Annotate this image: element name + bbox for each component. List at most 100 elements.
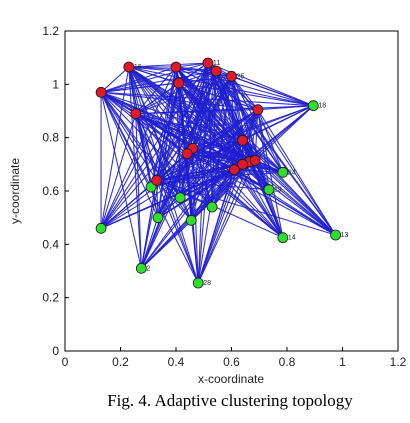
link-edge	[135, 105, 314, 115]
head-node	[210, 65, 222, 77]
node-id-label: 11	[213, 60, 220, 67]
link-edge	[157, 163, 243, 219]
link-edge	[135, 82, 180, 115]
tick-layer: 0 0.2 0.4 0.6 0.8 1 1.2 0 0.2 0.4 0.6 0.8 1 1.2	[42, 24, 406, 369]
member-node	[307, 100, 319, 112]
head-node	[228, 164, 240, 176]
y-tick-label: 0.8	[42, 131, 59, 145]
link-edge	[254, 160, 284, 238]
link-edge	[150, 82, 180, 188]
link-edge	[156, 179, 270, 191]
member-node	[277, 232, 289, 244]
head-node	[252, 104, 264, 116]
link-edge	[135, 113, 158, 181]
link-edge	[207, 62, 213, 208]
member-node	[277, 166, 289, 178]
y-axis-label: y-coordinate	[8, 158, 22, 224]
head-node	[249, 154, 261, 166]
y-tick-label: 1	[52, 77, 59, 91]
link-edge	[156, 179, 284, 239]
link-edge	[156, 171, 283, 181]
link-edge	[140, 159, 256, 269]
head-node	[173, 77, 185, 89]
member-node	[192, 277, 204, 289]
member-node	[152, 212, 164, 224]
link-edge	[156, 105, 314, 181]
link-edge	[100, 163, 243, 229]
link-edge	[140, 109, 259, 269]
link-edge	[178, 82, 259, 111]
y-tick-label: 0.6	[42, 184, 59, 198]
link-edge	[100, 70, 217, 229]
link-edge	[257, 109, 337, 236]
node-id-label: 19	[274, 187, 282, 194]
head-node	[123, 61, 135, 73]
link-edge	[231, 75, 314, 107]
figure-caption: Fig. 4. Adaptive clustering topology	[107, 391, 353, 410]
node-id-label: 18	[318, 103, 326, 110]
link-edge	[231, 76, 337, 236]
link-edge	[178, 82, 194, 149]
link-edge	[100, 66, 130, 93]
link-edge	[254, 105, 314, 161]
head-node	[95, 86, 107, 98]
member-node	[135, 262, 147, 274]
link-edge	[242, 163, 270, 191]
node-id-label: 14	[288, 235, 296, 242]
y-tick-label: 1.2	[42, 24, 59, 38]
y-tick-label: 0.2	[42, 291, 59, 305]
head-node	[202, 57, 214, 69]
head-node	[237, 134, 249, 146]
link-edge	[101, 82, 179, 93]
member-node	[263, 184, 275, 196]
link-edge	[175, 66, 314, 107]
link-edge	[135, 113, 142, 269]
link-edge	[197, 109, 259, 284]
link-edge	[156, 163, 243, 181]
x-tick-label: 0.4	[168, 355, 185, 369]
link-edge	[100, 66, 130, 229]
link-edge	[140, 180, 158, 269]
node-id-label: 25	[237, 73, 245, 80]
head-node	[151, 174, 162, 186]
node-id-label: 2	[146, 265, 150, 272]
link-edge	[178, 75, 232, 84]
link-edge	[207, 62, 314, 107]
link-edge	[231, 75, 259, 111]
x-tick-label: 0	[62, 355, 69, 369]
link-edge	[192, 147, 256, 161]
link-edge	[100, 92, 142, 269]
link-edge	[135, 113, 243, 141]
link-edge	[100, 92, 159, 218]
link-edge	[242, 139, 284, 173]
link-edge	[178, 70, 217, 84]
link-edge	[135, 66, 177, 115]
link-edge	[156, 180, 199, 284]
link-edge	[140, 153, 188, 269]
node-id-label: 28	[203, 280, 211, 287]
head-node	[130, 108, 142, 120]
y-tick-label: 0	[52, 344, 59, 358]
link-edge	[230, 76, 244, 165]
link-edge	[135, 75, 232, 115]
x-tick-label: 0.8	[279, 355, 296, 369]
link-edge	[100, 75, 232, 229]
member-node	[330, 229, 341, 241]
node-id-label: 16	[134, 64, 142, 71]
x-tick-label: 0.2	[112, 355, 129, 369]
link-edge	[242, 164, 284, 238]
link-edge	[186, 105, 314, 155]
y-tick-label: 0.4	[42, 237, 59, 251]
link-edge	[128, 66, 142, 269]
x-tick-label: 1.2	[390, 355, 407, 369]
link-edge	[197, 160, 256, 284]
link-edge	[156, 179, 192, 221]
link-edge	[100, 82, 180, 229]
link-edge	[100, 70, 217, 93]
member-node	[206, 201, 218, 213]
link-edge	[242, 163, 336, 236]
link-edge	[197, 164, 244, 284]
head-node	[226, 70, 237, 82]
link-edge	[242, 105, 314, 165]
